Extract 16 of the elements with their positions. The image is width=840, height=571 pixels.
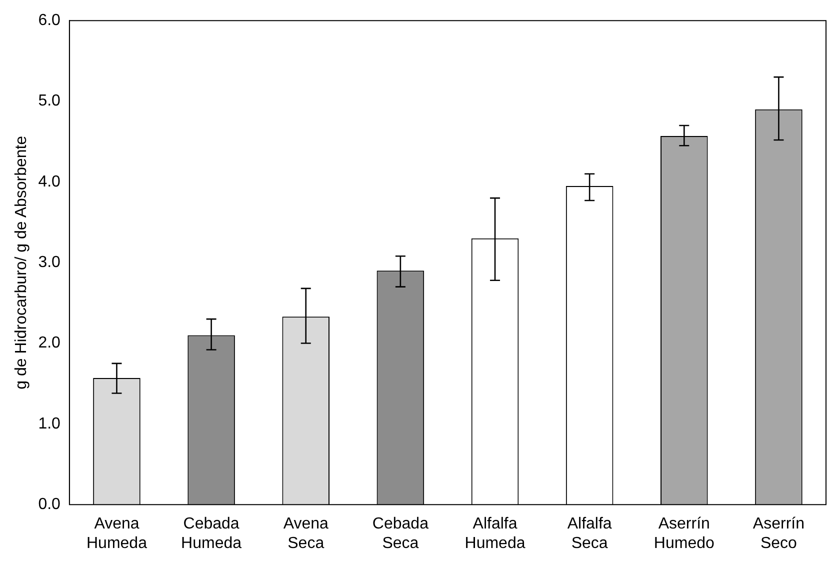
x-tick-label: Alfalfa Humeda [464,516,526,552]
x-tick-label: Avena Humeda [86,516,148,552]
x-tick-label: Cebada Humeda [181,516,242,552]
x-tick-label: Alfalfa Seca [567,516,612,552]
y-tick-label: 3.0 [38,254,61,272]
x-tick-label: Aserrín Humedo [654,516,714,552]
y-tick-label: 5.0 [38,92,61,110]
y-tick-label: 2.0 [38,334,61,352]
x-tick-label: Avena Seca [283,516,329,552]
y-tick-label: 1.0 [38,415,61,432]
y-tick-label: 6.0 [38,12,61,30]
y-tick-label: 4.0 [38,173,61,190]
y-tick-label: 0.0 [38,496,61,514]
x-tick-label: Aserrín Seco [752,516,805,552]
x-tick-label: Cebada Seca [372,516,429,552]
y-axis-title: g de Hidrocarburo/ g de Absorbente [13,136,30,390]
